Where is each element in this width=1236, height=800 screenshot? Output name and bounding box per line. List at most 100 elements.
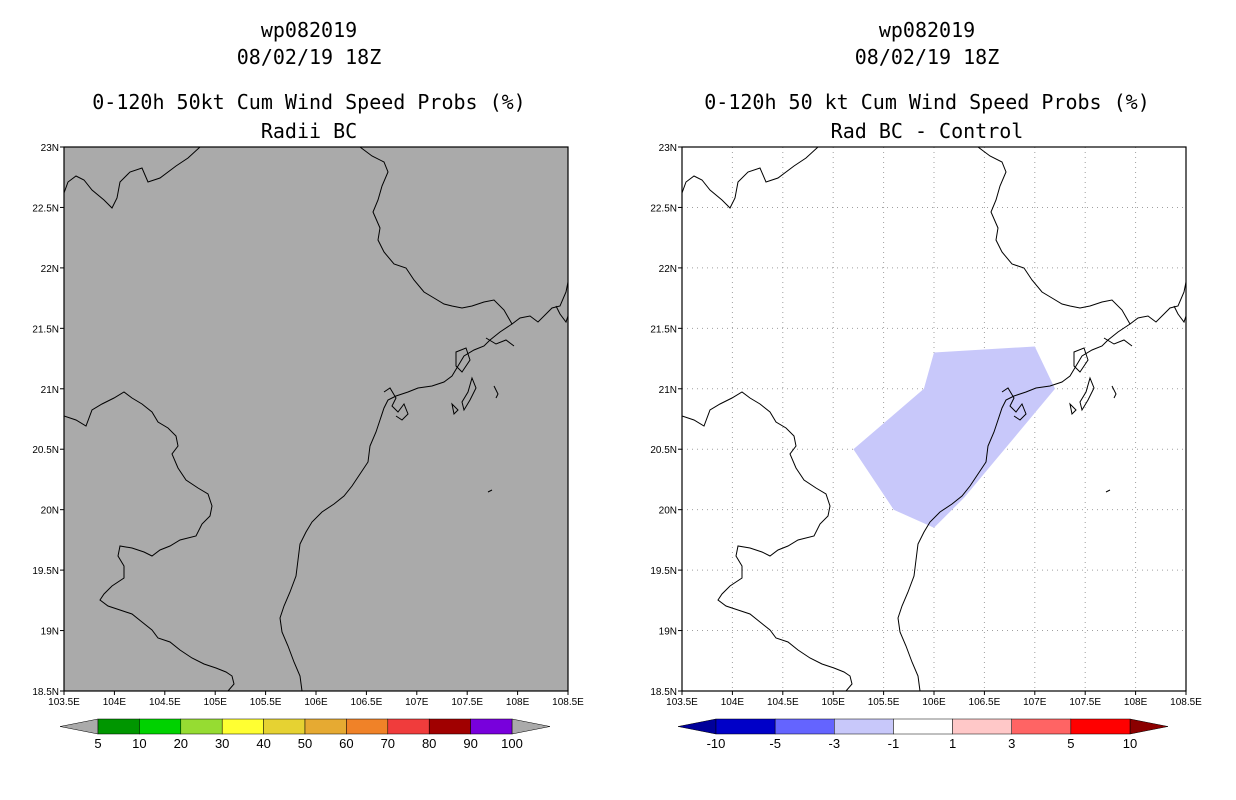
lon-tick-label: 108E xyxy=(1124,697,1148,708)
colorbar-under-arrow xyxy=(59,718,99,735)
left-storm-id: wp082019 xyxy=(260,18,358,42)
colorbar-label: 10 xyxy=(132,736,146,751)
colorbar-over-arrow xyxy=(511,718,551,735)
colorbar-swatch xyxy=(97,718,140,735)
lon-tick-label: 107.5E xyxy=(451,697,483,708)
right-gridlines xyxy=(682,147,1186,691)
right-subtitle: Rad BC - Control xyxy=(830,119,1024,143)
colorbar-label: 50 xyxy=(298,736,312,751)
lon-tick-label: 103.5E xyxy=(48,697,80,708)
lat-tick-label: 20.5N xyxy=(32,445,59,456)
lat-tick-label: 22.5N xyxy=(650,203,677,214)
colorbar-label: 30 xyxy=(215,736,229,751)
right-axis-ticks: 103.5E 104E 104.5E 105E 105.5E 106E 106.5E 107E… xyxy=(650,143,1202,708)
lon-tick-label: 106E xyxy=(304,697,328,708)
lat-tick-label: 21N xyxy=(659,385,677,396)
colorbar-label: 3 xyxy=(1008,736,1015,751)
colorbar-swatch xyxy=(1011,718,1072,735)
lon-tick-label: 107E xyxy=(405,697,429,708)
probability-difference-area xyxy=(853,346,1055,528)
colorbar-label: 80 xyxy=(422,736,436,751)
colorbar-label: -1 xyxy=(888,736,900,751)
colorbar-label: 5 xyxy=(94,736,101,751)
lat-tick-label: 22N xyxy=(659,264,677,275)
colorbar-swatch xyxy=(428,718,471,735)
right-storm-id: wp082019 xyxy=(878,18,976,42)
colorbar-swatch xyxy=(304,718,347,735)
colorbar-under-arrow xyxy=(677,718,717,735)
lat-tick-label: 23N xyxy=(41,143,59,154)
lat-tick-label: 21.5N xyxy=(32,324,59,335)
lat-tick-label: 20N xyxy=(41,506,59,517)
lat-tick-label: 19N xyxy=(659,627,677,638)
colorbar-label: 10 xyxy=(1123,736,1137,751)
left-subtitle: Radii BC xyxy=(260,119,358,143)
colorbar-swatch xyxy=(139,718,182,735)
colorbar-swatch xyxy=(346,718,389,735)
colorbar-swatch xyxy=(1070,718,1131,735)
lon-tick-label: 107.5E xyxy=(1069,697,1101,708)
colorbar-swatch xyxy=(263,718,306,735)
right-datetime: 08/02/19 18Z xyxy=(854,45,1000,69)
colorbar-swatch xyxy=(893,718,953,735)
lat-tick-label: 22N xyxy=(41,264,59,275)
lat-tick-label: 22.5N xyxy=(32,203,59,214)
lat-tick-label: 20N xyxy=(659,506,677,517)
right-product-title: 0-120h 50 kt Cum Wind Speed Probs (%) xyxy=(704,90,1150,114)
left-datetime: 08/02/19 18Z xyxy=(236,45,382,69)
colorbar-swatch xyxy=(470,718,513,735)
colorbar-swatch xyxy=(387,718,430,735)
lon-tick-label: 106.5E xyxy=(351,697,383,708)
lon-tick-label: 104.5E xyxy=(767,697,799,708)
lat-tick-label: 18.5N xyxy=(32,687,59,698)
left-axis-ticks: 103.5E 104E 104.5E 105E 105.5E 106E 106.5E 107E… xyxy=(32,143,584,708)
right-colorbar: -10 -5 -3 -1 1 3 5 10 xyxy=(677,718,1169,751)
colorbar-swatch xyxy=(180,718,223,735)
lon-tick-label: 106.5E xyxy=(969,697,1001,708)
lon-tick-label: 105.5E xyxy=(868,697,900,708)
lat-tick-label: 21.5N xyxy=(650,324,677,335)
colorbar-label: 100 xyxy=(501,736,523,751)
colorbar-label: 90 xyxy=(463,736,477,751)
lat-tick-label: 18.5N xyxy=(650,687,677,698)
lon-tick-label: 104.5E xyxy=(149,697,181,708)
lon-tick-label: 106E xyxy=(922,697,946,708)
colorbar-label: 20 xyxy=(174,736,188,751)
lon-tick-label: 104E xyxy=(103,697,127,708)
lat-tick-label: 19.5N xyxy=(650,566,677,577)
colorbar-label: 40 xyxy=(256,736,270,751)
left-colorbar: 5 10 20 30 40 50 60 70 80 90 100 xyxy=(59,718,551,751)
colorbar-swatch xyxy=(715,718,776,735)
lat-tick-label: 19N xyxy=(41,627,59,638)
lat-tick-label: 23N xyxy=(659,143,677,154)
colorbar-swatch xyxy=(952,718,1012,735)
lon-tick-label: 104E xyxy=(721,697,745,708)
lon-tick-label: 105E xyxy=(822,697,846,708)
colorbar-swatch xyxy=(774,718,835,735)
lon-tick-label: 108E xyxy=(506,697,530,708)
lon-tick-label: 108.5E xyxy=(552,697,584,708)
right-map-panel: 103.5E 104E 104.5E 105E 105.5E 106E 106.5E 107E… xyxy=(650,143,1202,708)
lon-tick-label: 107E xyxy=(1023,697,1047,708)
colorbar-label: -3 xyxy=(829,736,841,751)
lat-tick-label: 21N xyxy=(41,385,59,396)
colorbar-label: 60 xyxy=(339,736,353,751)
colorbar-swatch xyxy=(834,718,894,735)
lat-tick-label: 20.5N xyxy=(650,445,677,456)
lon-tick-label: 103.5E xyxy=(666,697,698,708)
colorbar-label: 1 xyxy=(949,736,956,751)
colorbar-label: 70 xyxy=(381,736,395,751)
colorbar-over-arrow xyxy=(1129,718,1169,735)
left-map-background xyxy=(64,147,568,691)
lon-tick-label: 105E xyxy=(204,697,228,708)
colorbar-label: 5 xyxy=(1067,736,1074,751)
lat-tick-label: 19.5N xyxy=(32,566,59,577)
colorbar-swatch xyxy=(221,718,264,735)
colorbar-label: -10 xyxy=(707,736,726,751)
left-map-panel: 103.5E 104E 104.5E 105E 105.5E 106E 106.5E 107E… xyxy=(32,143,584,708)
lon-tick-label: 108.5E xyxy=(1170,697,1202,708)
left-product-title: 0-120h 50kt Cum Wind Speed Probs (%) xyxy=(92,90,526,114)
colorbar-label: -5 xyxy=(769,736,781,751)
lon-tick-label: 105.5E xyxy=(250,697,282,708)
